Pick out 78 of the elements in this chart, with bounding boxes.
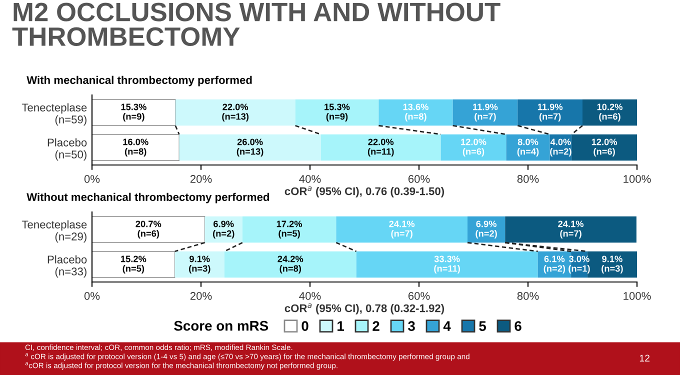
bar xyxy=(572,134,637,161)
x-tick-label: 80% xyxy=(517,175,539,183)
data-label: 6.9% (n=2) xyxy=(476,220,497,239)
y-tick-label: Tenecteplase (n=59) xyxy=(22,103,87,126)
bar xyxy=(506,134,550,161)
data-label: 13.6% (n=8) xyxy=(403,104,428,122)
legend-label: 5 xyxy=(479,321,486,331)
data-label: 22.0% (n=11) xyxy=(368,138,394,157)
bar xyxy=(356,251,538,278)
chart-title: Without mechanical thrombectomy performed xyxy=(26,192,270,204)
x-tick-label: 0% xyxy=(84,292,100,300)
data-label: 6.9% (n=2) xyxy=(212,220,234,239)
y-tick-label: Placebo (n=33) xyxy=(48,255,87,278)
x-tick-label: 40% xyxy=(299,175,321,183)
data-label: 10.2% (n=6) xyxy=(597,104,623,122)
data-label: 8.0% (n=4) xyxy=(517,138,539,157)
data-label: 11.9% (n=7) xyxy=(473,104,498,122)
data-label: 22.0% (n=13) xyxy=(222,104,249,122)
text: 12 xyxy=(640,354,650,362)
data-label: 16.0% (n=8) xyxy=(123,138,148,157)
data-label: 33.3% (n=11) xyxy=(434,256,460,274)
data-label: 4.0% (n=2) xyxy=(550,138,572,157)
bar xyxy=(518,99,582,126)
bar xyxy=(242,216,336,243)
chart-title: M2 OCCLUSIONS WITH AND WITHOUT THROMBECTOMY xyxy=(12,2,500,46)
data-label: 24.2% (n=8) xyxy=(278,256,304,274)
data-label: 26.0% (n=13) xyxy=(236,138,264,157)
bar xyxy=(378,99,453,126)
legend-title: Score on mRS xyxy=(174,320,268,331)
chart-subtitle: With mechanical thrombectomy performed xyxy=(26,76,252,86)
x-tick-label: 60% xyxy=(408,175,430,183)
data-label: 24.1% (n=7) xyxy=(389,220,415,239)
x-axis-title: cOR$^{a}$ (95% CI), 0.78 (0.32-1.92) xyxy=(284,303,444,314)
bar xyxy=(92,250,176,278)
x-tick-label: 80% xyxy=(517,292,539,300)
x-tick-label: 100% xyxy=(624,292,651,300)
bar xyxy=(336,216,468,243)
data-label: 9.1% (n=3) xyxy=(189,256,210,274)
bar xyxy=(440,134,506,161)
x-tick-label: 0% xyxy=(84,175,100,183)
data-label: 15.3% (n=9) xyxy=(121,104,146,122)
data-label: 15.3% (n=9) xyxy=(324,104,350,122)
legend-label: 6 xyxy=(514,321,522,331)
y-tick-label: Placebo (n=50) xyxy=(48,138,87,161)
bar xyxy=(92,216,206,244)
x-tick-label: 40% xyxy=(299,292,321,300)
y-tick-label: Tenecteplase (n=29) xyxy=(22,220,87,243)
data-label: 15.2% (n=5) xyxy=(121,256,146,274)
bar xyxy=(174,251,224,278)
bar xyxy=(92,134,180,162)
data-label: 24.1% (n=7) xyxy=(558,220,584,239)
legend-label: 4 xyxy=(443,321,451,331)
data-label: 9.1% (n=3) xyxy=(602,256,623,274)
data-label: 11.9% (n=7) xyxy=(538,104,563,122)
bar xyxy=(295,99,379,126)
x-tick-label: 60% xyxy=(408,292,430,300)
x-tick-label: 20% xyxy=(190,292,212,300)
data-label: 3.0% (n=1) xyxy=(568,256,590,274)
legend-label: 0 xyxy=(302,321,308,331)
data-label: 12.0% (n=6) xyxy=(592,138,618,157)
legend-label: 3 xyxy=(408,321,415,331)
data-label: 6.1% (n=2) xyxy=(544,256,566,274)
x-tick-label: 100% xyxy=(624,175,651,183)
x-axis-title: cOR$^{a}$ (95% CI), 0.76 (0.39-1.50) xyxy=(284,186,444,198)
data-label: 12.0% (n=6) xyxy=(461,138,486,157)
x-tick-label: 20% xyxy=(190,175,212,183)
bar xyxy=(179,134,321,161)
bar xyxy=(320,134,441,161)
bar xyxy=(224,251,356,278)
legend-label: 1 xyxy=(338,321,344,331)
bar xyxy=(175,99,296,126)
data-label: 20.7% (n=6) xyxy=(136,220,162,239)
bar xyxy=(505,216,636,243)
bar xyxy=(582,99,637,126)
bar xyxy=(92,98,176,126)
legend-label: 2 xyxy=(372,321,380,331)
bar xyxy=(452,99,518,126)
data-label: 17.2% (n=5) xyxy=(276,220,302,239)
